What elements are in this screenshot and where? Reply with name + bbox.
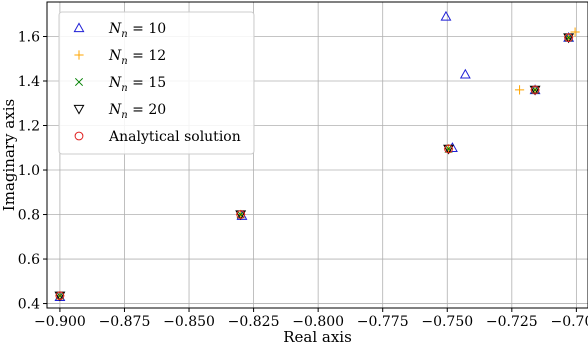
legend-label: Analytical solution (108, 129, 241, 145)
plot-frame (46, 1, 588, 309)
legend-marker (73, 104, 85, 115)
data-point (564, 33, 573, 42)
data-point (514, 85, 525, 95)
data-point (236, 210, 246, 219)
legend-label: Nn = 10 (108, 21, 166, 40)
legend: Nn = 10 Nn = 12 Nn = 15 Nn = 20 Analytical s… (58, 11, 255, 155)
y-tick-label: 1.2 (18, 119, 40, 135)
data-points (54, 10, 580, 302)
legend-marker (74, 131, 84, 141)
data-point (564, 33, 574, 43)
data-point (459, 68, 471, 79)
grid (47, 2, 588, 308)
x-tick-label: −0.875 (99, 314, 151, 330)
x-tick-label: −0.800 (292, 314, 344, 330)
data-point (55, 291, 64, 300)
legend-marker (74, 77, 84, 87)
data-point (444, 144, 453, 154)
y-tick-label: 0.8 (18, 208, 40, 224)
y-tick-label: 1.6 (18, 29, 40, 45)
legend-box (58, 11, 255, 155)
legend-marker (73, 22, 85, 33)
x-tick-label: −0.775 (357, 314, 409, 330)
y-tick-label: 1.0 (18, 163, 40, 179)
legend-marker (74, 50, 84, 60)
legend-label: Nn = 20 (108, 102, 166, 121)
x-tick-label: −0.725 (486, 314, 538, 330)
x-axis-title: Real axis (283, 328, 352, 346)
series-4 (55, 33, 574, 301)
axis-ticks: −0.900 −0.875 −0.850 −0.825 −0.800 −0.775 −0.7… (18, 29, 588, 330)
data-point (531, 85, 540, 94)
y-axis-title: Imaginary axis (0, 99, 18, 211)
data-point (55, 291, 65, 301)
x-tick-label: −0.900 (34, 314, 86, 330)
x-tick-label: −0.700 (550, 314, 588, 330)
x-tick-label: −0.850 (163, 314, 215, 330)
y-tick-label: 0.4 (18, 297, 40, 313)
y-tick-label: 0.6 (18, 252, 40, 268)
series-2 (55, 33, 573, 300)
data-point (444, 144, 453, 153)
x-tick-label: −0.750 (421, 314, 473, 330)
data-point (570, 27, 580, 37)
legend-label: Nn = 12 (108, 48, 166, 67)
data-point (440, 10, 452, 21)
legend-label: Nn = 15 (108, 75, 166, 94)
data-point (530, 85, 540, 95)
y-tick-label: 1.4 (18, 74, 40, 90)
data-point (236, 210, 245, 219)
x-tick-label: −0.825 (228, 314, 280, 330)
